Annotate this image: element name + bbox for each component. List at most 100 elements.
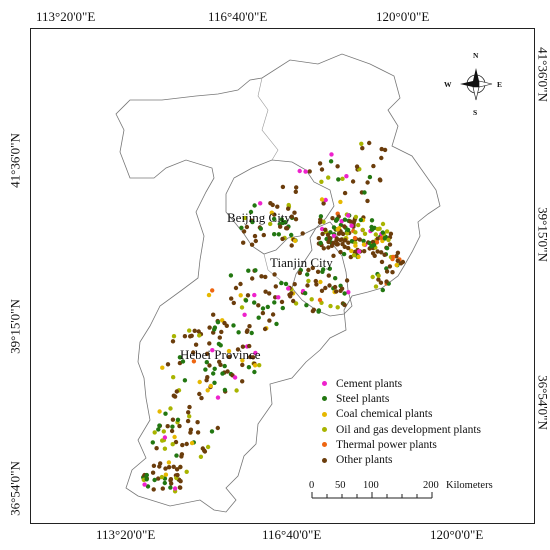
plant-point [258,201,263,206]
plant-point [323,227,328,232]
map-frame [30,28,535,524]
plant-point [327,283,332,288]
plant-point [227,354,232,360]
plant-point [326,273,331,278]
plant-point [187,328,192,333]
plant-point [377,226,382,231]
plant-point [356,254,361,259]
plant-point [186,410,191,415]
plant-point [152,430,157,435]
plant-point [311,307,316,312]
plant-point [345,227,351,233]
top-coord-1: 113°20'0"E [36,9,96,24]
plant-point [379,155,384,161]
plant-point [374,240,380,245]
plant-point [256,303,261,308]
plant-point [326,245,331,250]
plant-point [372,253,377,258]
compass-rose-icon [460,68,493,101]
plant-point [279,217,284,222]
plant-point [348,219,353,224]
plant-point [319,179,324,184]
plant-point [317,220,323,225]
plant-point [305,272,310,277]
plant-point [360,146,365,151]
plant-point [293,189,298,194]
plant-point [275,204,280,209]
plant-point [326,175,331,180]
plant-point [174,467,180,472]
cement-dot-icon [322,381,327,387]
plant-point [236,330,241,335]
plant-point [162,480,167,486]
plant-point [349,248,354,254]
plant-point [204,360,209,365]
plant-point [280,236,285,242]
plant-point [342,190,348,196]
plant-point [244,329,250,334]
plant-point [174,389,179,394]
plant-point [180,442,185,448]
plant-point [171,375,176,380]
plant-point [358,217,364,223]
plant-point [280,184,286,190]
plant-point [178,485,183,490]
plant-point [168,478,173,483]
plant-point [395,258,400,263]
plant-point [145,484,151,489]
plant-point [382,252,387,257]
plant-point [249,330,254,336]
plant-point [321,267,326,272]
compass-n: N [473,51,479,60]
bottom-coord-1: 113°20'0"E [96,527,156,542]
plant-point [208,383,213,389]
plant-point [270,202,275,208]
plant-point [232,375,238,380]
compass-e: E [497,80,503,89]
plant-point [319,197,325,202]
plant-point [161,429,166,434]
plant-point [218,343,223,348]
plant-point [332,284,338,290]
plant-point [250,355,256,360]
plant-point [270,312,276,317]
plant-point [328,159,334,164]
plant-point [184,469,189,474]
plant-point [195,430,201,435]
plant-point [172,434,177,440]
plant-point [285,226,290,231]
plant-point [218,362,223,367]
plant-point [171,334,177,339]
plant-point [390,254,396,260]
plant-point [384,269,390,274]
plant-point [175,472,180,478]
plant-point [195,420,200,425]
plant-point [185,418,191,424]
scale-tick-200: 200 [423,480,439,491]
plant-point [317,161,323,166]
plant-point [307,169,312,174]
plant-point [318,240,323,246]
plant-point [170,417,176,422]
plant-point [265,304,270,310]
plant-point [250,219,255,225]
plant-point [297,168,302,174]
plant-point [258,226,263,231]
plant-point [334,289,339,294]
plant-point [361,238,366,244]
plant-point [357,237,362,242]
plant-point [242,215,247,221]
plant-point [252,292,257,298]
plant-point [187,404,192,410]
plant-point [278,224,283,229]
plant-point [382,147,388,153]
plant-point [303,291,308,296]
plant-point [320,231,325,237]
inner-boundary [257,77,279,161]
plant-point [207,341,212,346]
legend-item-steel: Steel plants [322,391,481,406]
plant-point [378,280,384,285]
plant-point [300,231,305,236]
plant-point [321,219,326,224]
